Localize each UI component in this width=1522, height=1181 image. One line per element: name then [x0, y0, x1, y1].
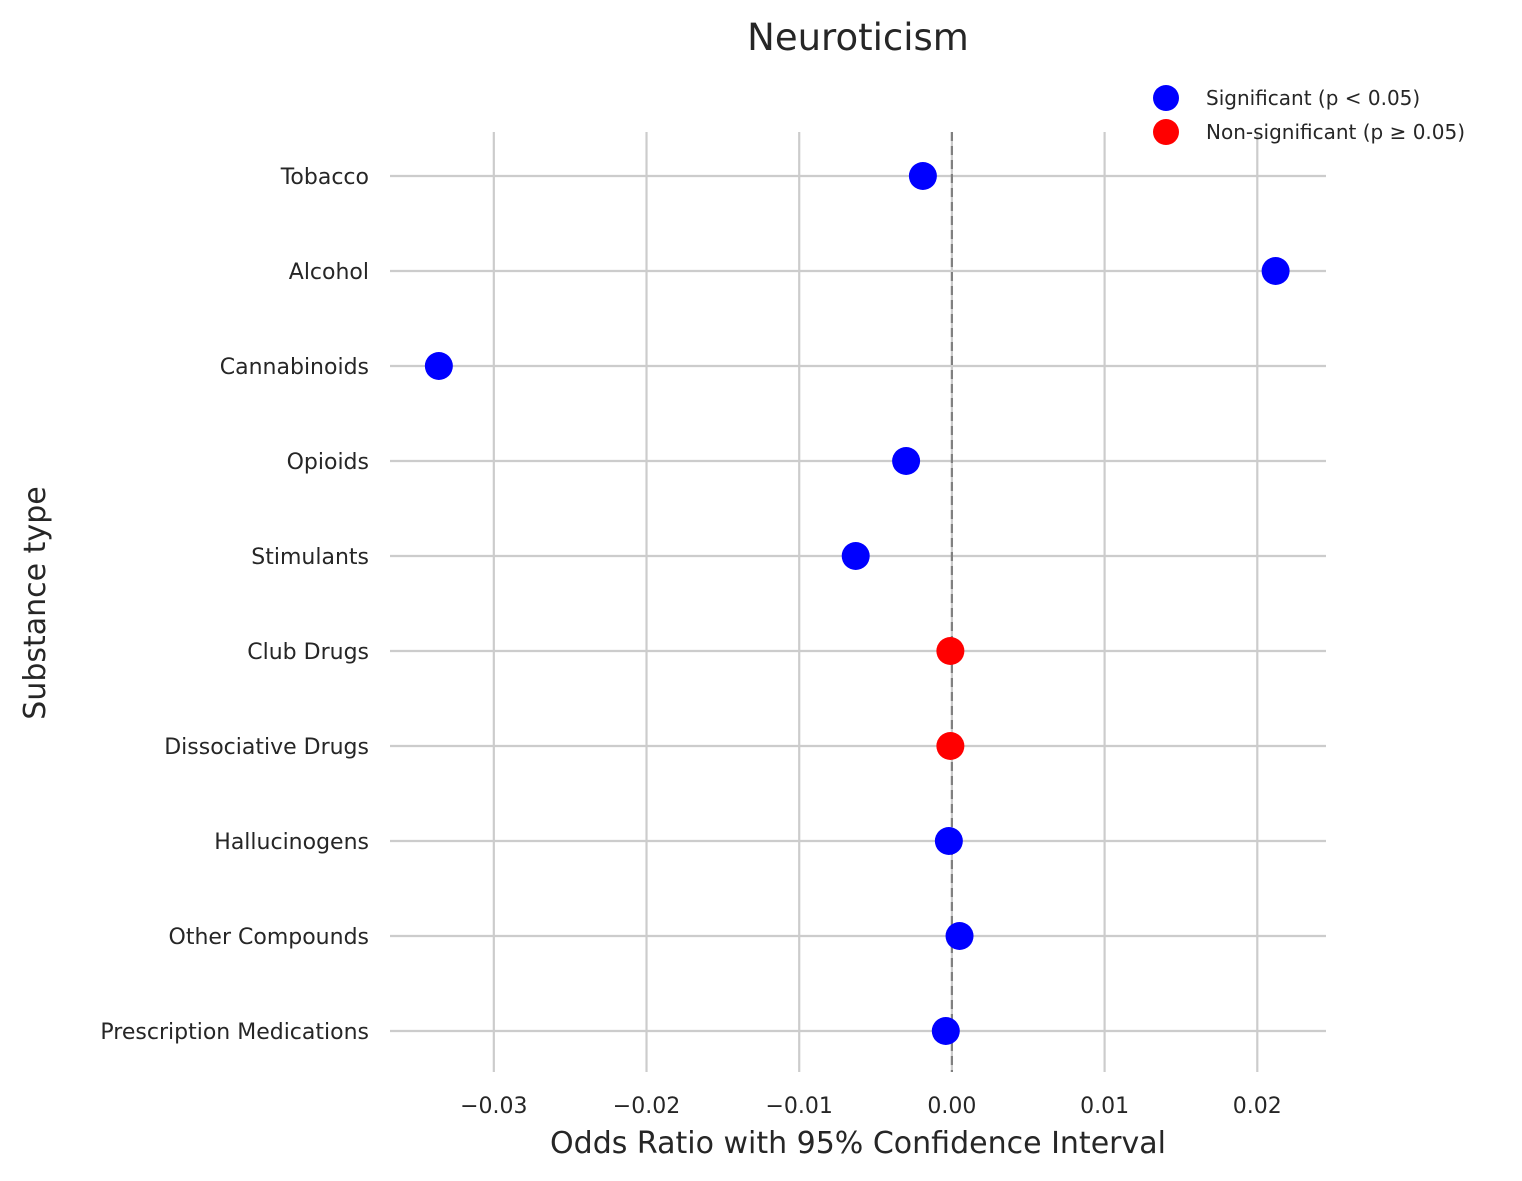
- y-tick-label: Opioids: [287, 450, 369, 475]
- data-point: [908, 162, 937, 190]
- y-tick-label: Stimulants: [251, 545, 369, 570]
- x-tick-label: −0.01: [766, 1094, 833, 1119]
- data-point: [936, 732, 965, 760]
- y-tick-label: Alcohol: [289, 260, 369, 285]
- legend: Significant (p < 0.05) Non-significant (…: [1153, 85, 1465, 145]
- y-tick-label: Dissociative Drugs: [164, 735, 369, 760]
- x-tick-label: 0.02: [1233, 1094, 1282, 1119]
- tick-labels: −0.03 −0.02 −0.01 0.00 0.01 0.02 Tobacco Alcoho…: [100, 165, 1281, 1119]
- data-point: [934, 827, 963, 855]
- y-tick-label: Hallucinogens: [214, 830, 369, 855]
- data-points: [424, 162, 1290, 1045]
- y-tick-label: Club Drugs: [247, 640, 369, 665]
- y-tick-label: Cannabinoids: [220, 355, 369, 380]
- data-point: [424, 352, 453, 380]
- data-point: [936, 637, 965, 665]
- x-tick-label: 0.01: [1080, 1094, 1129, 1119]
- legend-marker-non-significant: [1153, 119, 1179, 145]
- y-tick-label: Prescription Medications: [100, 1020, 369, 1045]
- data-point: [892, 447, 921, 475]
- y-tick-label: Tobacco: [280, 165, 369, 190]
- y-axis-label: Substance type: [18, 486, 53, 719]
- data-point: [945, 922, 974, 950]
- x-tick-label: 0.00: [927, 1094, 976, 1119]
- grid: [390, 132, 1326, 1072]
- data-point: [841, 542, 870, 570]
- legend-label-non-significant: Non-significant (p ≥ 0.05): [1206, 120, 1465, 144]
- data-point: [931, 1017, 960, 1045]
- x-tick-label: −0.02: [613, 1094, 680, 1119]
- chart-title: Neuroticism: [747, 16, 969, 59]
- y-tick-label: Other Compounds: [169, 925, 369, 950]
- data-point: [1261, 257, 1290, 285]
- x-axis-label: Odds Ratio with 95% Confidence Interval: [550, 1126, 1166, 1161]
- legend-marker-significant: [1153, 85, 1179, 111]
- x-tick-label: −0.03: [460, 1094, 527, 1119]
- legend-label-significant: Significant (p < 0.05): [1206, 86, 1420, 110]
